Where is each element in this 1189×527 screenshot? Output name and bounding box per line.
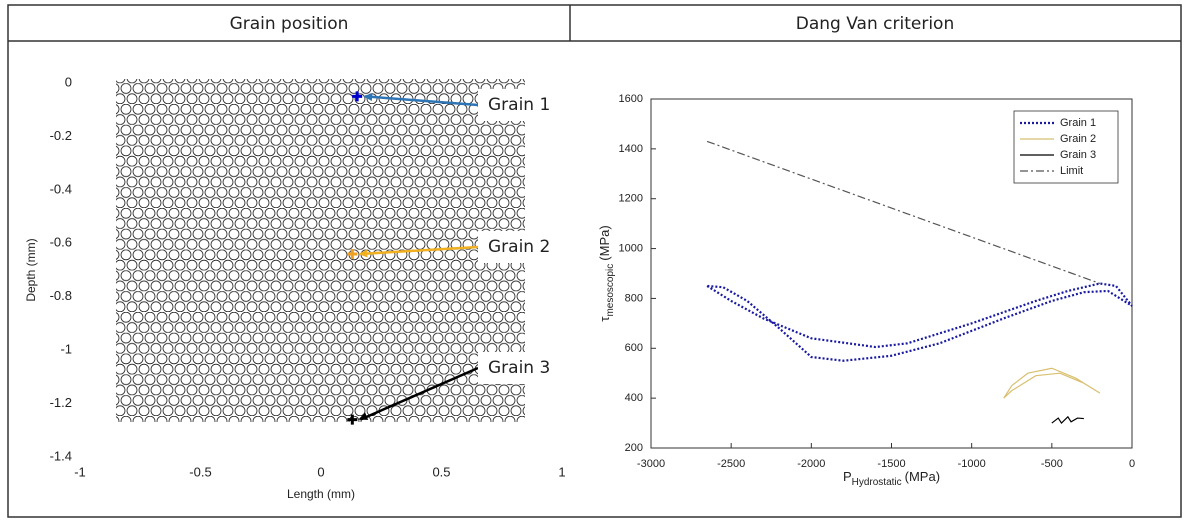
arrow-head bbox=[358, 412, 369, 420]
legend-label: Grain 2 bbox=[1060, 133, 1096, 145]
header-right: Dang Van criterion bbox=[796, 14, 954, 34]
y-tick-label: 1200 bbox=[619, 193, 643, 205]
legend-label: Limit bbox=[1060, 165, 1083, 177]
x-label-main: P bbox=[843, 469, 852, 484]
x-axis-label: Length (mm) bbox=[287, 487, 355, 501]
x-tick-label: 0 bbox=[1129, 458, 1135, 470]
series-line bbox=[1051, 415, 1084, 425]
y-tick-label: 1600 bbox=[619, 93, 643, 105]
y-tick-label: -1 bbox=[60, 342, 72, 357]
x-axis-label: PHydrostatic (MPa) bbox=[843, 469, 940, 487]
annotation-arrow bbox=[359, 366, 479, 421]
x-tick-label: 0.5 bbox=[432, 464, 450, 479]
y-label-sub: mesoscopic bbox=[605, 264, 616, 317]
annotation-label: Grain 1 bbox=[488, 95, 550, 115]
x-tick-label: -1 bbox=[74, 464, 86, 479]
grain-mesh bbox=[116, 79, 525, 422]
header-left: Grain position bbox=[230, 14, 349, 34]
x-label-sub: Hydrostatic bbox=[852, 477, 902, 488]
annotation-box bbox=[478, 231, 560, 263]
annotation-arrow bbox=[365, 95, 479, 107]
x-tick-label: -500 bbox=[1041, 458, 1063, 470]
x-label-unit: (MPa) bbox=[905, 469, 940, 484]
annotation-box bbox=[478, 352, 560, 384]
y-tick-label: 800 bbox=[625, 292, 643, 304]
grain-marker bbox=[347, 248, 358, 259]
annotation-label: Grain 2 bbox=[488, 237, 550, 257]
y-tick-label: -0.4 bbox=[50, 181, 72, 196]
annotation-arrow bbox=[360, 245, 479, 256]
grain-marker bbox=[352, 91, 363, 102]
plot-frame bbox=[650, 98, 1133, 449]
x-tick-label: -1000 bbox=[958, 458, 986, 470]
x-tick-label: -2000 bbox=[797, 458, 825, 470]
legend-label: Grain 3 bbox=[1060, 149, 1096, 161]
x-tick-label: 0 bbox=[317, 464, 324, 479]
y-tick-label: -0.2 bbox=[50, 128, 72, 143]
x-tick-label: 1 bbox=[558, 464, 565, 479]
y-tick-label: 0 bbox=[65, 74, 72, 89]
y-label-main: τ bbox=[597, 316, 612, 322]
y-tick-label: -1.4 bbox=[50, 448, 72, 463]
y-tick-label: 200 bbox=[625, 442, 643, 454]
annotation-box bbox=[478, 89, 560, 121]
x-tick-label: -1500 bbox=[877, 458, 905, 470]
annotation-label: Grain 3 bbox=[488, 358, 550, 378]
x-tick-label: -0.5 bbox=[189, 464, 211, 479]
y-tick-label: -0.8 bbox=[50, 288, 72, 303]
x-tick-label: -3000 bbox=[637, 458, 665, 470]
grain-marker bbox=[347, 414, 358, 425]
legend-label: Grain 1 bbox=[1060, 117, 1096, 129]
y-axis-label: Depth (mm) bbox=[24, 238, 38, 301]
y-tick-label: 600 bbox=[625, 342, 643, 354]
y-tick-label: -0.6 bbox=[50, 235, 72, 250]
y-axis-label: τmesoscopic (MPa) bbox=[597, 225, 615, 321]
x-tick-label: -2500 bbox=[717, 458, 745, 470]
y-tick-label: 400 bbox=[625, 392, 643, 404]
arrow-head bbox=[363, 93, 373, 101]
y-tick-label: -1.2 bbox=[50, 395, 72, 410]
y-label-unit: (MPa) bbox=[597, 225, 612, 260]
y-tick-label: 1000 bbox=[619, 242, 643, 254]
y-tick-label: 1400 bbox=[619, 143, 643, 155]
series-line bbox=[706, 140, 1101, 285]
series-line bbox=[1003, 367, 1101, 399]
arrow-head bbox=[358, 249, 368, 258]
series-line bbox=[706, 282, 1133, 362]
